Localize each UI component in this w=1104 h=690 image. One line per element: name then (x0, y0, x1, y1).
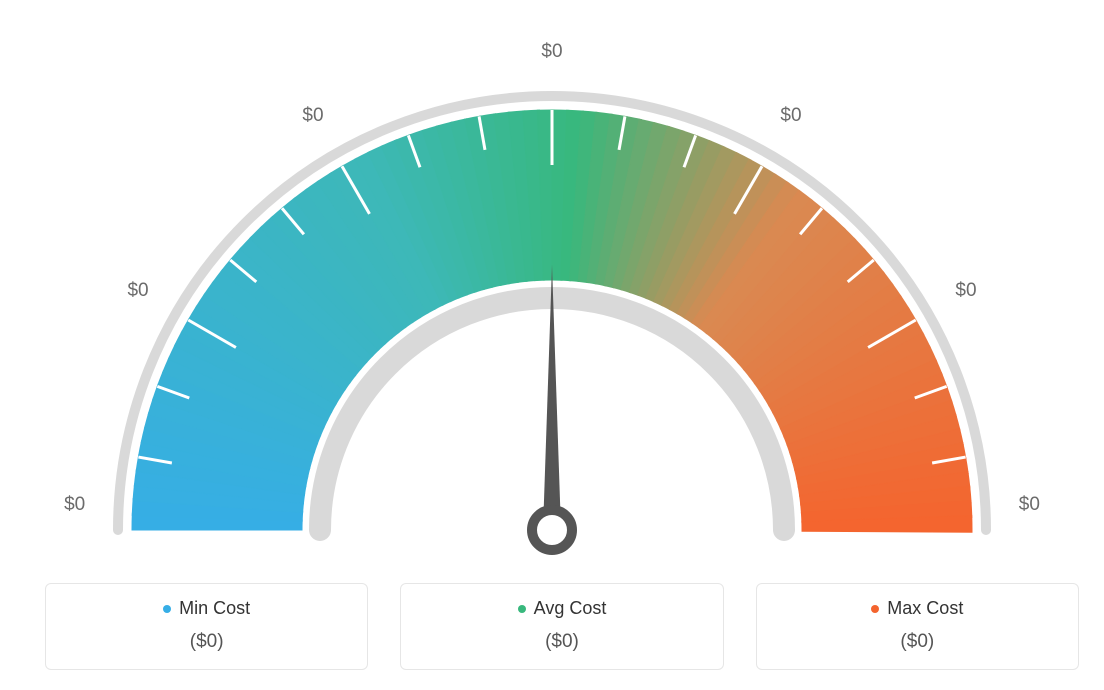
gauge-chart: $0 $0 $0 $0 $0 $0 $0 (27, 0, 1077, 555)
gauge-axis-label: $0 (1019, 494, 1040, 516)
legend-title-max: Max Cost (871, 598, 963, 619)
legend-card-avg: Avg Cost ($0) (400, 583, 723, 670)
legend-dot-icon (518, 605, 526, 613)
legend-label-avg: Avg Cost (534, 598, 607, 619)
legend-value-max: ($0) (767, 631, 1068, 653)
gauge-axis-label: $0 (64, 494, 85, 516)
legend-label-max: Max Cost (887, 598, 963, 619)
gauge-svg (27, 0, 1077, 565)
legend-title-min: Min Cost (163, 598, 250, 619)
gauge-axis-label: $0 (541, 41, 562, 63)
gauge-axis-label: $0 (955, 280, 976, 302)
legend-value-avg: ($0) (411, 631, 712, 653)
legend-card-min: Min Cost ($0) (45, 583, 368, 670)
legend-row: Min Cost ($0) Avg Cost ($0) Max Cost ($0… (45, 583, 1079, 670)
legend-title-avg: Avg Cost (518, 598, 607, 619)
gauge-axis-label: $0 (302, 105, 323, 127)
legend-label-min: Min Cost (179, 598, 250, 619)
legend-card-max: Max Cost ($0) (756, 583, 1079, 670)
legend-dot-icon (871, 605, 879, 613)
legend-value-min: ($0) (56, 631, 357, 653)
gauge-axis-label: $0 (127, 280, 148, 302)
gauge-axis-label: $0 (780, 105, 801, 127)
legend-dot-icon (163, 605, 171, 613)
